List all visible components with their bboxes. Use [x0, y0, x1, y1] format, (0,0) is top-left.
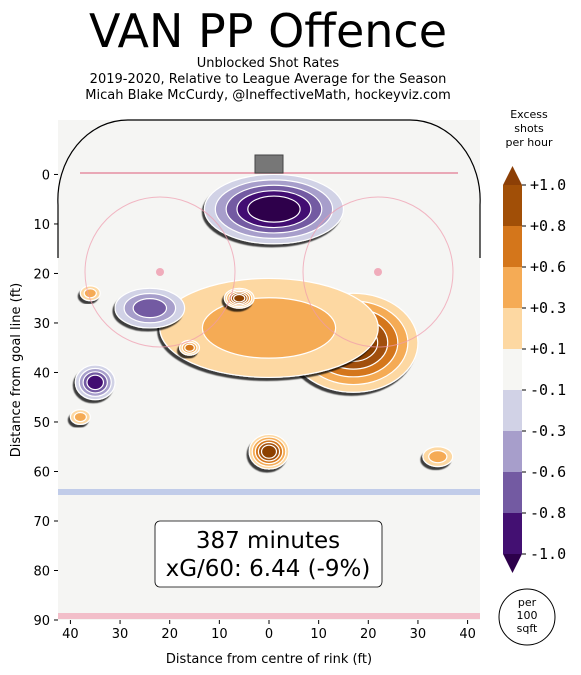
heat-blob — [179, 339, 201, 356]
y-tick-label: 50 — [33, 416, 50, 431]
heat-blob — [422, 446, 454, 468]
y-tick-label: 80 — [33, 564, 50, 579]
heat-blob — [69, 409, 91, 426]
heat-contour — [428, 449, 448, 464]
heat-blob — [159, 277, 379, 379]
heat-blob — [203, 173, 345, 245]
heat-contour — [247, 195, 301, 223]
right-faceoff-dot — [374, 268, 382, 276]
heat-contour — [132, 298, 168, 319]
x-tick-label: 10 — [211, 627, 228, 642]
heat-contour — [233, 293, 246, 303]
heat-contour — [184, 343, 195, 352]
annotation-minutes: 387 minutes — [196, 528, 340, 554]
x-tick-label: 40 — [459, 627, 476, 642]
x-tick-label: 20 — [161, 627, 178, 642]
colorbar-band — [503, 308, 522, 349]
annotation-xg: xG/60: 6.44 (-9%) — [166, 556, 371, 582]
y-tick-label: 20 — [33, 267, 50, 282]
y-tick-label: 10 — [33, 218, 50, 233]
colorbar-tick-label: -0.1 — [530, 381, 566, 399]
colorbar-tick-label: +0.3 — [530, 299, 566, 317]
y-tick-label: 0 — [42, 168, 50, 183]
y-tick-label: 70 — [33, 515, 50, 530]
colorbar-title-line: Excess — [510, 108, 548, 121]
chart-title: VAN PP Offence — [88, 4, 448, 58]
per-area-line: per — [518, 596, 537, 609]
right-faceoff-circle — [302, 196, 454, 348]
y-tick-label: 90 — [33, 614, 50, 629]
colorbar-tick-label: +1.0 — [530, 176, 566, 194]
colorbar: +1.0 +0.8 +0.6 +0.3 +0.1 -0.1 -0.3 -0.6 -0.8 -1.0 — [503, 166, 566, 573]
colorbar-band — [503, 349, 522, 390]
colorbar-tick-label: -1.0 — [530, 545, 566, 563]
colorbar-band — [503, 390, 522, 431]
x-axis: 40 30 20 10 0 10 20 30 40 — [62, 620, 476, 642]
x-tick-label: 30 — [112, 627, 129, 642]
x-tick-label: 20 — [360, 627, 377, 642]
colorbar-band — [503, 431, 522, 472]
x-tick-label: 10 — [310, 627, 327, 642]
left-faceoff-dot — [156, 268, 164, 276]
heat-blob — [79, 285, 101, 302]
y-tick-label: 60 — [33, 465, 50, 480]
heat-contour — [86, 374, 105, 391]
heat-blob — [248, 433, 290, 470]
colorbar-title-line: per hour — [506, 136, 553, 149]
heat-contour — [260, 444, 278, 459]
colorbar-tick-label: +0.8 — [530, 217, 566, 235]
chart-subtitle-1: Unblocked Shot Rates — [196, 56, 340, 71]
x-tick-label: 0 — [265, 627, 273, 642]
colorbar-tick-label: +0.6 — [530, 258, 566, 276]
heat-contour — [83, 288, 97, 299]
colorbar-band — [503, 226, 522, 267]
x-axis-label: Distance from centre of rink (ft) — [166, 652, 372, 667]
colorbar-band — [503, 185, 522, 226]
colorbar-band — [503, 513, 522, 554]
y-tick-label: 30 — [33, 317, 50, 332]
y-axis-label: Distance from goal line (ft) — [9, 283, 24, 457]
x-tick-label: 30 — [410, 627, 427, 642]
colorbar-tick-label: -0.6 — [530, 463, 566, 481]
x-tick-label: 40 — [62, 627, 79, 642]
colorbar-title-line: shots — [514, 122, 544, 135]
annotation-box — [154, 520, 383, 588]
centre-red-line — [58, 613, 480, 619]
colorbar-band — [503, 267, 522, 308]
colorbar-tick-label: -0.3 — [530, 422, 566, 440]
goal-net — [254, 154, 284, 174]
colorbar-tick-label: +0.1 — [530, 340, 566, 358]
chart-subtitle-3: Micah Blake McCurdy, @IneffectiveMath, h… — [85, 88, 451, 103]
per-area-circle — [498, 588, 556, 646]
colorbar-band — [503, 472, 522, 513]
colorbar-top-arrow — [503, 166, 522, 185]
per-area-line: sqft — [517, 622, 538, 635]
y-axis: 0 10 20 30 40 50 60 70 80 90 — [33, 168, 58, 629]
per-area-line: 100 — [517, 609, 538, 622]
chart-subtitle-2: 2019-2020, Relative to League Average fo… — [89, 72, 447, 87]
colorbar-tick-label: -0.8 — [530, 504, 566, 522]
rink-boards — [57, 119, 481, 258]
heat-contour — [73, 411, 87, 423]
heat-contour — [201, 297, 337, 359]
heat-blob — [74, 364, 116, 401]
y-tick-label: 40 — [33, 366, 50, 381]
heat-blob — [223, 287, 255, 309]
colorbar-bottom-arrow — [503, 554, 522, 573]
left-faceoff-circle — [84, 196, 236, 348]
blue-line — [58, 489, 480, 495]
heat-blob — [114, 287, 186, 329]
